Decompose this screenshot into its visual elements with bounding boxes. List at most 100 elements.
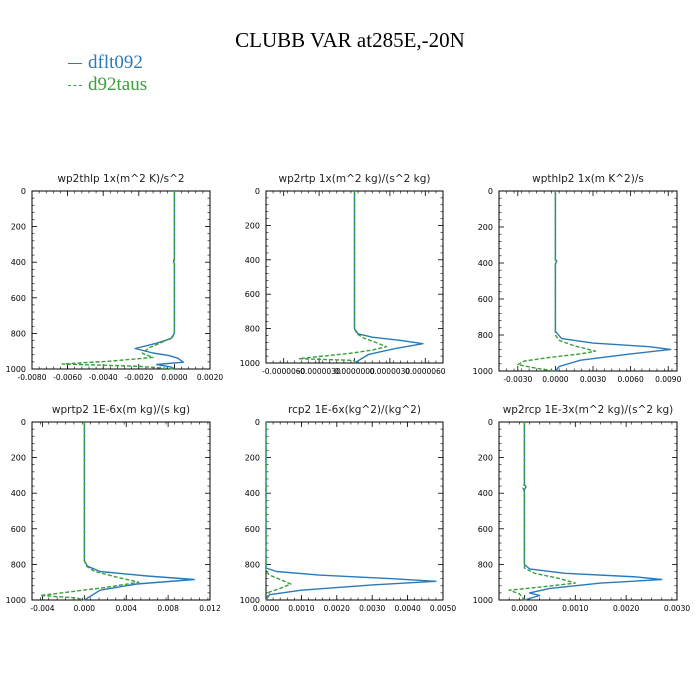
y-tick-label: 200 xyxy=(245,221,260,230)
x-tick-label: 0.0000000 xyxy=(334,367,375,376)
x-tick-label: -0.0020 xyxy=(124,373,153,382)
y-tick-label: 0 xyxy=(21,418,26,427)
x-tick-label: -0.0040 xyxy=(89,373,118,382)
y-tick-label: 800 xyxy=(11,329,26,338)
y-tick-label: 200 xyxy=(245,454,260,463)
panel-title: wpthlp2 1x(m K^2)/s xyxy=(532,173,644,185)
chart-title: CLUBB VAR at285E,-20N xyxy=(235,28,465,52)
y-tick-label: 800 xyxy=(478,331,493,340)
y-tick-label: 1000 xyxy=(473,596,493,605)
y-tick-label: 600 xyxy=(245,290,260,299)
series-line-dflt092 xyxy=(554,191,672,372)
legend-line-dflt092 xyxy=(68,63,82,65)
y-tick-label: 0 xyxy=(255,418,260,427)
y-tick-label: 200 xyxy=(478,223,493,232)
x-tick-label: 0.000 xyxy=(74,604,96,613)
y-tick-label: 600 xyxy=(478,525,493,534)
panel-3: wpthlp2 1x(m K^2)/s 0 200 400 600 800 1000 -0.0… xyxy=(473,173,682,384)
x-tick-label: 0.008 xyxy=(157,604,179,613)
y-tick-label: 800 xyxy=(11,560,26,569)
x-tick-label: 0.0060 xyxy=(617,375,643,384)
y-tick-label: 800 xyxy=(478,560,493,569)
panel-2: wp2rtp 1x(m^2 kg)/(s^2 kg) 0 200 400 600 800 1… xyxy=(240,173,446,376)
panel-title: wp2rtp 1x(m^2 kg)/(s^2 kg) xyxy=(278,173,430,185)
panel-title: wprtp2 1E-6x(m kg)/(s kg) xyxy=(52,404,190,416)
x-tick-label: 0.0000 xyxy=(161,373,187,382)
panel-frame xyxy=(31,421,211,601)
series-line-dflt092 xyxy=(353,191,424,364)
series-line-dflt092 xyxy=(523,422,663,601)
x-tick-label: 0.0000 xyxy=(253,604,279,613)
y-tick-label: 800 xyxy=(245,560,260,569)
y-tick-label: 1000 xyxy=(6,365,26,374)
x-tick-label: 0.0010 xyxy=(562,604,588,613)
x-tick-label: -0.004 xyxy=(30,604,54,613)
legend-item-d92taus: d92taus xyxy=(68,74,147,96)
y-tick-label: 200 xyxy=(11,223,26,232)
y-tick-label: 1000 xyxy=(473,367,493,376)
legend-label-d92taus: d92taus xyxy=(88,74,148,95)
y-tick-label: 400 xyxy=(245,489,260,498)
series-line-d92taus xyxy=(508,422,576,601)
x-tick-label: 0.0030 xyxy=(580,375,606,384)
y-tick-label: 600 xyxy=(11,294,26,303)
panel-4: wprtp2 1E-6x(m kg)/(s kg) 0 200 400 600 800 10… xyxy=(6,404,221,613)
x-tick-label: 0.0050 xyxy=(430,604,456,613)
x-tick-label: 0.0000 xyxy=(542,375,568,384)
series-line-d92taus xyxy=(517,191,597,372)
legend-line-d92taus xyxy=(68,85,82,87)
x-tick-label: 0.0030 xyxy=(359,604,385,613)
y-tick-label: 800 xyxy=(245,325,260,334)
panel-title: rcp2 1E-6x(kg^2)/(kg^2) xyxy=(288,404,421,416)
series-line-d92taus xyxy=(265,422,292,601)
legend-item-dflt092: dflt092 xyxy=(68,52,143,74)
series-line-dflt092 xyxy=(265,422,437,601)
panel-title: wp2rcp 1E-3x(m^2 kg)/(s^2 kg) xyxy=(503,404,674,416)
x-tick-label: 0.0020 xyxy=(197,373,223,382)
y-tick-label: 400 xyxy=(11,258,26,267)
x-tick-label: 0.0020 xyxy=(613,604,639,613)
y-tick-label: 200 xyxy=(11,454,26,463)
panel-frame xyxy=(498,421,678,601)
series-line-dflt092 xyxy=(134,191,185,370)
x-tick-label: 0.012 xyxy=(199,604,221,613)
y-tick-label: 1000 xyxy=(240,359,260,368)
x-tick-label: 0.0000 xyxy=(511,604,537,613)
legend-label-dflt092: dflt092 xyxy=(88,52,143,73)
y-tick-label: 0 xyxy=(488,418,493,427)
x-tick-label: 0.0000030 xyxy=(370,367,411,376)
y-tick-label: 200 xyxy=(478,454,493,463)
x-tick-label: -0.0060 xyxy=(53,373,82,382)
x-tick-label: 0.0010 xyxy=(288,604,314,613)
panel-6: wp2rcp 1E-3x(m^2 kg)/(s^2 kg) 0 200 400 600 8… xyxy=(473,404,691,613)
series-line-d92taus xyxy=(61,191,176,370)
x-tick-label: 0.0000060 xyxy=(405,367,446,376)
y-tick-label: 1000 xyxy=(240,596,260,605)
x-tick-label: 0.0040 xyxy=(394,604,420,613)
x-tick-label: -0.0000060 xyxy=(262,367,305,376)
panel-frame xyxy=(31,190,211,370)
x-tick-label: 0.004 xyxy=(115,604,137,613)
y-tick-label: 600 xyxy=(11,525,26,534)
x-tick-label: 0.0020 xyxy=(324,604,350,613)
y-tick-label: 400 xyxy=(478,259,493,268)
x-tick-label: -0.0080 xyxy=(18,373,47,382)
x-tick-label: 0.0090 xyxy=(655,375,681,384)
series-line-dflt092 xyxy=(83,422,196,601)
x-tick-label: 0.0030 xyxy=(664,604,690,613)
series-line-d92taus xyxy=(39,422,140,601)
x-tick-label: -0.0000030 xyxy=(297,367,340,376)
series-line-d92taus xyxy=(298,191,388,363)
panel-frame xyxy=(498,190,678,372)
y-tick-label: 600 xyxy=(478,295,493,304)
y-tick-label: 1000 xyxy=(6,596,26,605)
x-tick-label: -0.0030 xyxy=(503,375,532,384)
y-tick-label: 0 xyxy=(488,187,493,196)
y-tick-label: 0 xyxy=(21,187,26,196)
y-tick-label: 0 xyxy=(255,187,260,196)
y-tick-label: 600 xyxy=(245,525,260,534)
panel-5: rcp2 1E-6x(kg^2)/(kg^2) 0 200 400 600 800 1000… xyxy=(240,404,457,613)
y-tick-label: 400 xyxy=(245,256,260,265)
y-tick-label: 400 xyxy=(478,489,493,498)
